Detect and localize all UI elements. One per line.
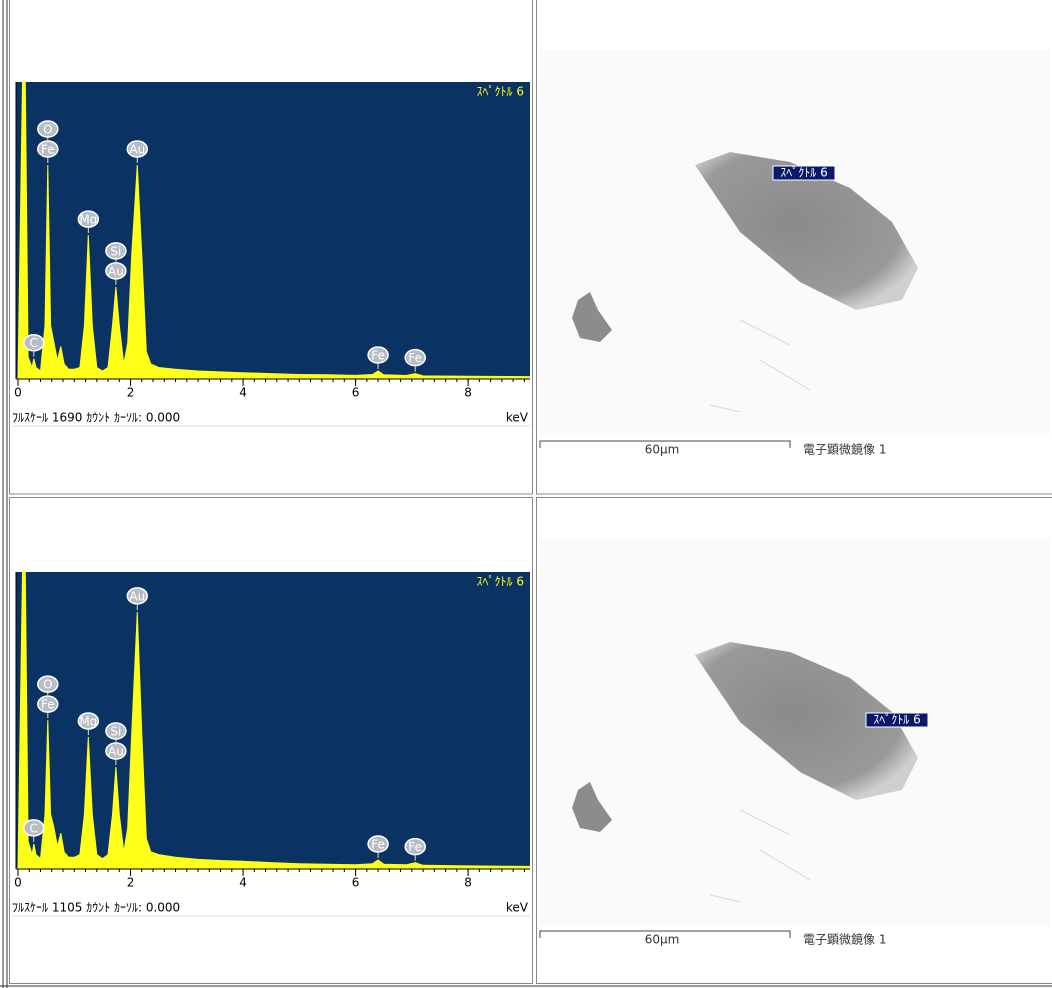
particle [695,642,918,800]
x-tick-label: 8 [464,876,472,890]
spectrum-area [17,81,531,379]
scale-bar-label: 60µm [645,933,680,947]
peak-marker [105,242,127,260]
peak-label: C [30,336,38,350]
spectrum-marker-box [772,165,836,181]
spectrum-title: ｽﾍﾟｸﾄﾙ 6 [477,85,524,99]
plot-background [16,572,530,868]
particle [695,152,918,310]
plot-background [16,82,530,378]
peak-label: Fe [408,840,422,854]
peak-marker [367,346,389,364]
peak-label: Au [108,745,124,759]
peak-marker [367,835,389,853]
peak-label: Si [110,725,121,739]
peak-label: Mg [79,715,97,729]
peak-label: Mg [79,213,97,227]
peak-label: O [43,678,52,692]
x-tick-label: 0 [14,876,22,890]
peak-label: Fe [408,351,422,365]
peak-marker [23,333,45,352]
scale-bar [539,930,791,938]
peak-marker [23,819,45,837]
peak-label: C [30,821,38,835]
peak-label: Au [129,589,145,603]
x-tick-label: 4 [239,386,247,400]
spectrum-marker-label: ｽﾍﾟｸﾄﾙ 6 [780,166,827,180]
peak-label: Fe [371,348,385,362]
image-caption: 電子顕微鏡像 1 [803,932,886,947]
x-tick-label: 6 [352,876,360,890]
peak-label: Fe [41,143,55,157]
peak-marker [77,210,100,228]
particle [572,782,612,832]
x-tick-label: 6 [352,386,360,400]
x-tick-label: 2 [127,876,135,890]
debris [709,809,811,903]
peak-label: Fe [371,837,385,851]
spectrum-footer: ﾌﾙｽｹｰﾙ 1105 ｶｳﾝﾄ ｶｰｿﾙ: 0.000 [12,901,180,915]
peak-marker [77,712,100,730]
spectrum-area [17,571,531,869]
peak-label: Au [108,264,124,278]
peak-label: O [43,123,52,137]
x-tick-label: 0 [14,386,22,400]
spectrum-marker-box [865,712,929,728]
scale-bar-label: 60µm [645,443,680,457]
debris [709,319,811,413]
scale-bar [539,440,791,448]
peak-marker [105,722,127,740]
particle [572,292,612,342]
x-tick-label: 2 [127,386,135,400]
peak-marker [404,837,426,856]
peak-marker [126,140,149,158]
spectrum-title: ｽﾍﾟｸﾄﾙ 6 [477,575,524,589]
image-caption: 電子顕微鏡像 1 [803,442,886,457]
peak-label: Fe [41,698,55,712]
peak-label: Si [110,244,121,258]
spectrum-marker-label: ｽﾍﾟｸﾄﾙ 6 [873,713,920,727]
spectrum-footer: ﾌﾙｽｹｰﾙ 1690 ｶｳﾝﾄ ｶｰｿﾙ: 0.000 [12,411,180,425]
peak-marker [37,120,59,138]
x-tick-label: 8 [464,386,472,400]
peak-label: Au [129,143,145,157]
peak-marker [404,348,426,367]
peak-marker [37,675,59,693]
x-axis-unit: keV [506,411,529,425]
x-tick-label: 4 [239,876,247,890]
peak-marker [126,587,149,605]
x-axis-unit: keV [506,901,529,915]
